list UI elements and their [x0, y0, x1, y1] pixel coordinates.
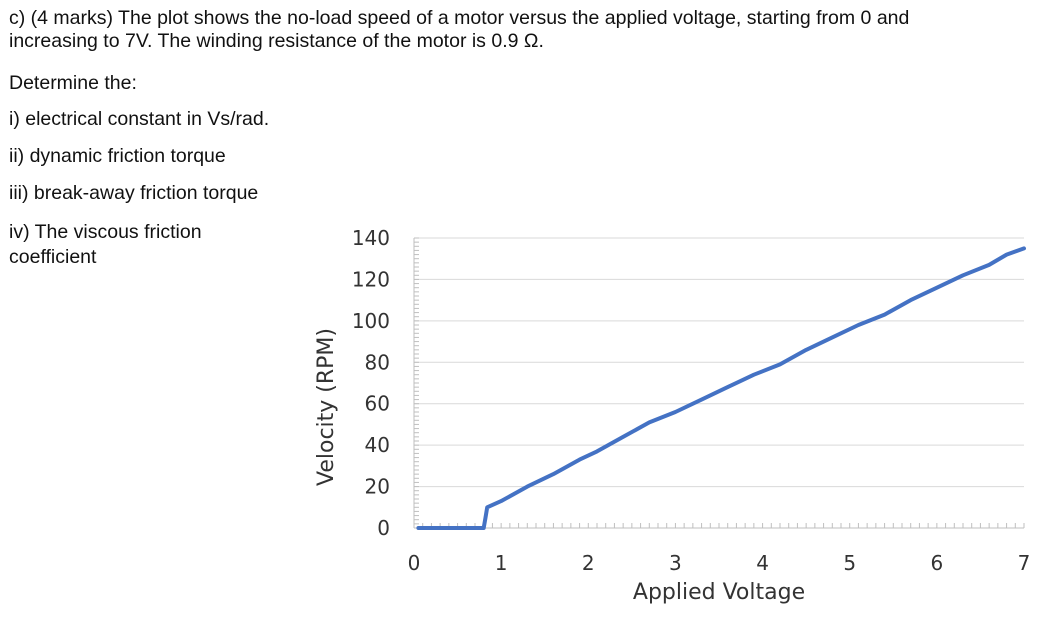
y-tick-label: 100 — [352, 309, 390, 333]
y-axis-label: Velocity (RPM) — [314, 328, 339, 486]
y-tick-label: 80 — [365, 350, 390, 374]
part-iv-line1: iv) The viscous friction — [9, 221, 202, 243]
x-tick-label: 7 — [1018, 551, 1031, 575]
question-intro-line2: increasing to 7V. The winding resistance… — [9, 30, 544, 52]
x-tick-label: 6 — [930, 551, 943, 575]
velocity-voltage-chart: 0 20 40 60 80 100 120 140 0 1 2 3 4 5 6 7 Applied Voltag… — [314, 226, 1031, 605]
question-intro-line1: c) (4 marks) The plot shows the no-load … — [9, 7, 910, 29]
determine-label: Determine the: — [9, 72, 137, 94]
y-tick-label: 120 — [352, 267, 390, 291]
x-tick-label: 0 — [408, 551, 421, 575]
part-i: i) electrical constant in Vs/rad. — [9, 108, 270, 130]
part-iv-line2: coefficient — [9, 246, 97, 268]
y-tick-label: 0 — [377, 516, 390, 540]
y-tick-label: 20 — [365, 475, 390, 499]
x-tick-label: 4 — [756, 551, 769, 575]
y-tick-label: 60 — [365, 392, 390, 416]
series-line — [416, 246, 1026, 530]
part-iv: iv) The viscous friction coefficient — [9, 220, 202, 270]
x-tick-label: 3 — [669, 551, 682, 575]
x-tick-label: 5 — [843, 551, 856, 575]
x-tick-label: 1 — [495, 551, 508, 575]
part-iii: iii) break-away friction torque — [9, 182, 259, 204]
x-axis-label: Applied Voltage — [633, 580, 805, 605]
part-ii: ii) dynamic friction torque — [9, 145, 226, 167]
y-tick-label: 140 — [352, 226, 390, 250]
question-intro: c) (4 marks) The plot shows the no-load … — [9, 7, 909, 53]
y-tick-label: 40 — [365, 433, 390, 457]
x-tick-label: 2 — [582, 551, 595, 575]
